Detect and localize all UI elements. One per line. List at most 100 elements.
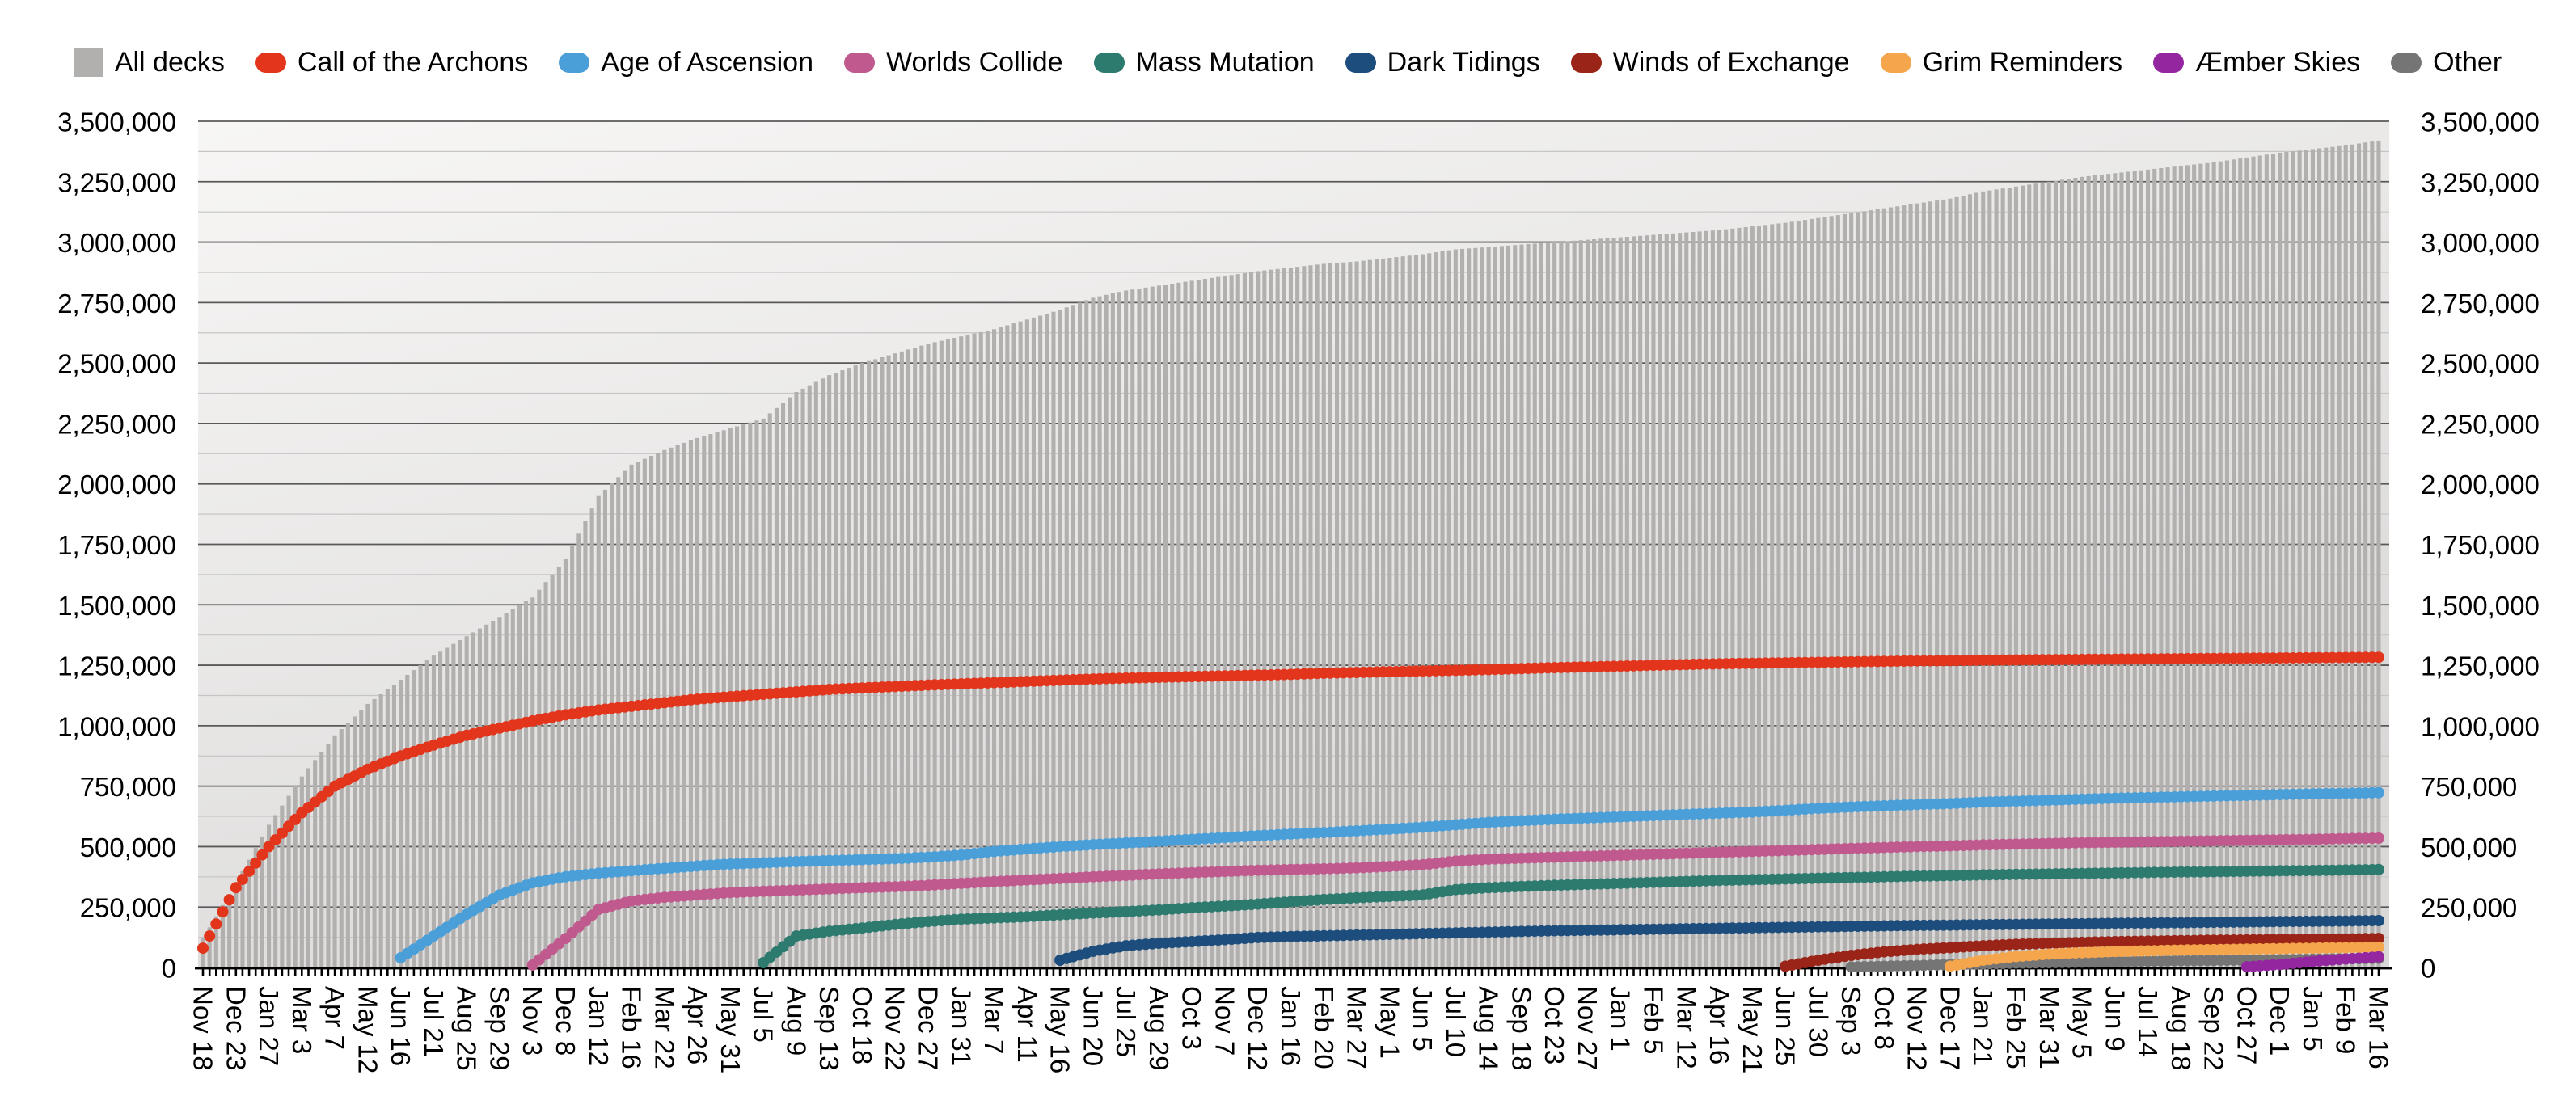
data-point[interactable]: [250, 857, 262, 869]
series-grim-reminders-line[interactable]: [1944, 941, 2384, 972]
deck-count-bar[interactable]: [2238, 158, 2243, 968]
deck-count-bar[interactable]: [853, 365, 858, 968]
deck-count-bar[interactable]: [2284, 152, 2289, 967]
deck-count-bar[interactable]: [2119, 172, 2124, 967]
deck-count-bar[interactable]: [913, 348, 918, 967]
deck-count-bar[interactable]: [1816, 217, 1821, 967]
deck-count-bar[interactable]: [926, 344, 931, 967]
deck-count-bar[interactable]: [1071, 305, 1075, 967]
deck-count-bar[interactable]: [332, 735, 337, 967]
deck-count-bar[interactable]: [873, 359, 878, 967]
deck-count-bar[interactable]: [2146, 169, 2151, 968]
deck-count-bar[interactable]: [1585, 239, 1590, 968]
deck-count-bar[interactable]: [1908, 204, 1913, 967]
deck-count-bar[interactable]: [1486, 247, 1491, 968]
deck-count-bar[interactable]: [1078, 302, 1083, 967]
deck-count-bar[interactable]: [1235, 274, 1240, 968]
deck-count-bar[interactable]: [2324, 147, 2329, 968]
deck-count-bar[interactable]: [1776, 223, 1781, 968]
deck-count-bar[interactable]: [1045, 314, 1049, 968]
deck-count-bar[interactable]: [1994, 189, 1999, 967]
deck-count-bar[interactable]: [1948, 198, 1953, 967]
deck-count-bar[interactable]: [1875, 209, 1880, 967]
deck-count-bar[interactable]: [1638, 235, 1643, 967]
deck-count-bar[interactable]: [418, 665, 423, 967]
deck-count-bar[interactable]: [1611, 238, 1616, 967]
deck-count-bar[interactable]: [656, 453, 661, 967]
deck-count-bar[interactable]: [1592, 239, 1597, 967]
deck-count-bar[interactable]: [365, 703, 370, 967]
deck-count-bar[interactable]: [1453, 249, 1458, 968]
legend-item-worlds-collide[interactable]: Worlds Collide: [844, 47, 1063, 78]
deck-count-bar[interactable]: [1532, 243, 1537, 967]
deck-count-bar[interactable]: [867, 360, 872, 967]
deck-count-bar[interactable]: [2046, 181, 2051, 968]
deck-count-bar[interactable]: [840, 370, 845, 968]
deck-count-bar[interactable]: [405, 675, 410, 967]
data-point[interactable]: [197, 942, 209, 955]
deck-count-bar[interactable]: [293, 786, 298, 967]
legend-item-dark-tidings[interactable]: Dark Tidings: [1345, 47, 1540, 78]
deck-count-bar[interactable]: [886, 355, 891, 968]
deck-count-bar[interactable]: [299, 776, 304, 967]
deck-count-bar[interactable]: [497, 617, 502, 967]
deck-count-bar[interactable]: [2198, 163, 2203, 968]
deck-count-bar[interactable]: [1295, 267, 1300, 968]
deck-count-bar[interactable]: [1678, 233, 1683, 967]
deck-count-bar[interactable]: [1387, 258, 1392, 967]
deck-count-bar[interactable]: [610, 483, 614, 967]
data-point[interactable]: [204, 930, 216, 942]
deck-count-bar[interactable]: [807, 385, 812, 967]
deck-count-bar[interactable]: [1058, 310, 1062, 967]
deck-count-bar[interactable]: [504, 613, 509, 968]
deck-count-bar[interactable]: [1684, 232, 1689, 968]
deck-count-bar[interactable]: [1493, 247, 1497, 967]
deck-count-bar[interactable]: [2257, 155, 2262, 968]
deck-count-bar[interactable]: [458, 640, 462, 967]
deck-count-bar[interactable]: [1315, 264, 1320, 967]
deck-count-bar[interactable]: [2165, 167, 2170, 968]
deck-count-bar[interactable]: [1974, 192, 1979, 968]
deck-count-bar[interactable]: [781, 403, 786, 967]
deck-count-bar[interactable]: [253, 848, 258, 967]
deck-count-bar[interactable]: [899, 351, 904, 967]
deck-count-bar[interactable]: [1691, 232, 1696, 967]
deck-count-bar[interactable]: [464, 636, 469, 967]
deck-count-bar[interactable]: [2021, 185, 2025, 968]
deck-count-bar[interactable]: [1367, 259, 1372, 967]
deck-count-bar[interactable]: [313, 760, 318, 967]
deck-count-bar[interactable]: [1842, 213, 1847, 967]
deck-count-bar[interactable]: [1400, 256, 1405, 967]
deck-count-bar[interactable]: [1210, 277, 1214, 967]
deck-count-bar[interactable]: [1097, 296, 1102, 968]
deck-count-bar[interactable]: [1176, 282, 1181, 967]
deck-count-bar[interactable]: [359, 710, 364, 967]
deck-count-bar[interactable]: [1987, 190, 1992, 968]
deck-count-bar[interactable]: [1822, 217, 1827, 968]
deck-count-bar[interactable]: [992, 329, 997, 967]
deck-count-bar[interactable]: [2192, 164, 2197, 968]
deck-count-bar[interactable]: [1895, 206, 1900, 968]
deck-count-bar[interactable]: [2000, 188, 2005, 967]
data-point[interactable]: [210, 918, 222, 930]
deck-count-bar[interactable]: [978, 331, 983, 967]
deck-count-bar[interactable]: [893, 353, 897, 967]
deck-count-bar[interactable]: [880, 357, 885, 967]
deck-count-bar[interactable]: [1572, 240, 1577, 967]
deck-count-bar[interactable]: [2350, 144, 2354, 967]
deck-count-bar[interactable]: [1539, 242, 1543, 967]
deck-count-bar[interactable]: [286, 795, 291, 967]
deck-count-bar[interactable]: [1743, 227, 1748, 967]
deck-count-bar[interactable]: [1710, 230, 1715, 967]
deck-count-bar[interactable]: [1335, 263, 1340, 967]
deck-count-bar[interactable]: [1124, 290, 1129, 967]
deck-count-bar[interactable]: [484, 624, 489, 967]
data-point[interactable]: [2373, 786, 2384, 799]
deck-count-bar[interactable]: [1381, 258, 1386, 967]
deck-count-bar[interactable]: [207, 927, 212, 967]
legend-item-aember-skies[interactable]: Æmber Skies: [2153, 47, 2360, 78]
deck-count-bar[interactable]: [1658, 234, 1662, 967]
legend-item-all-decks[interactable]: All decks: [74, 47, 225, 78]
deck-count-bar[interactable]: [1341, 262, 1346, 967]
deck-count-bar[interactable]: [1783, 222, 1788, 968]
